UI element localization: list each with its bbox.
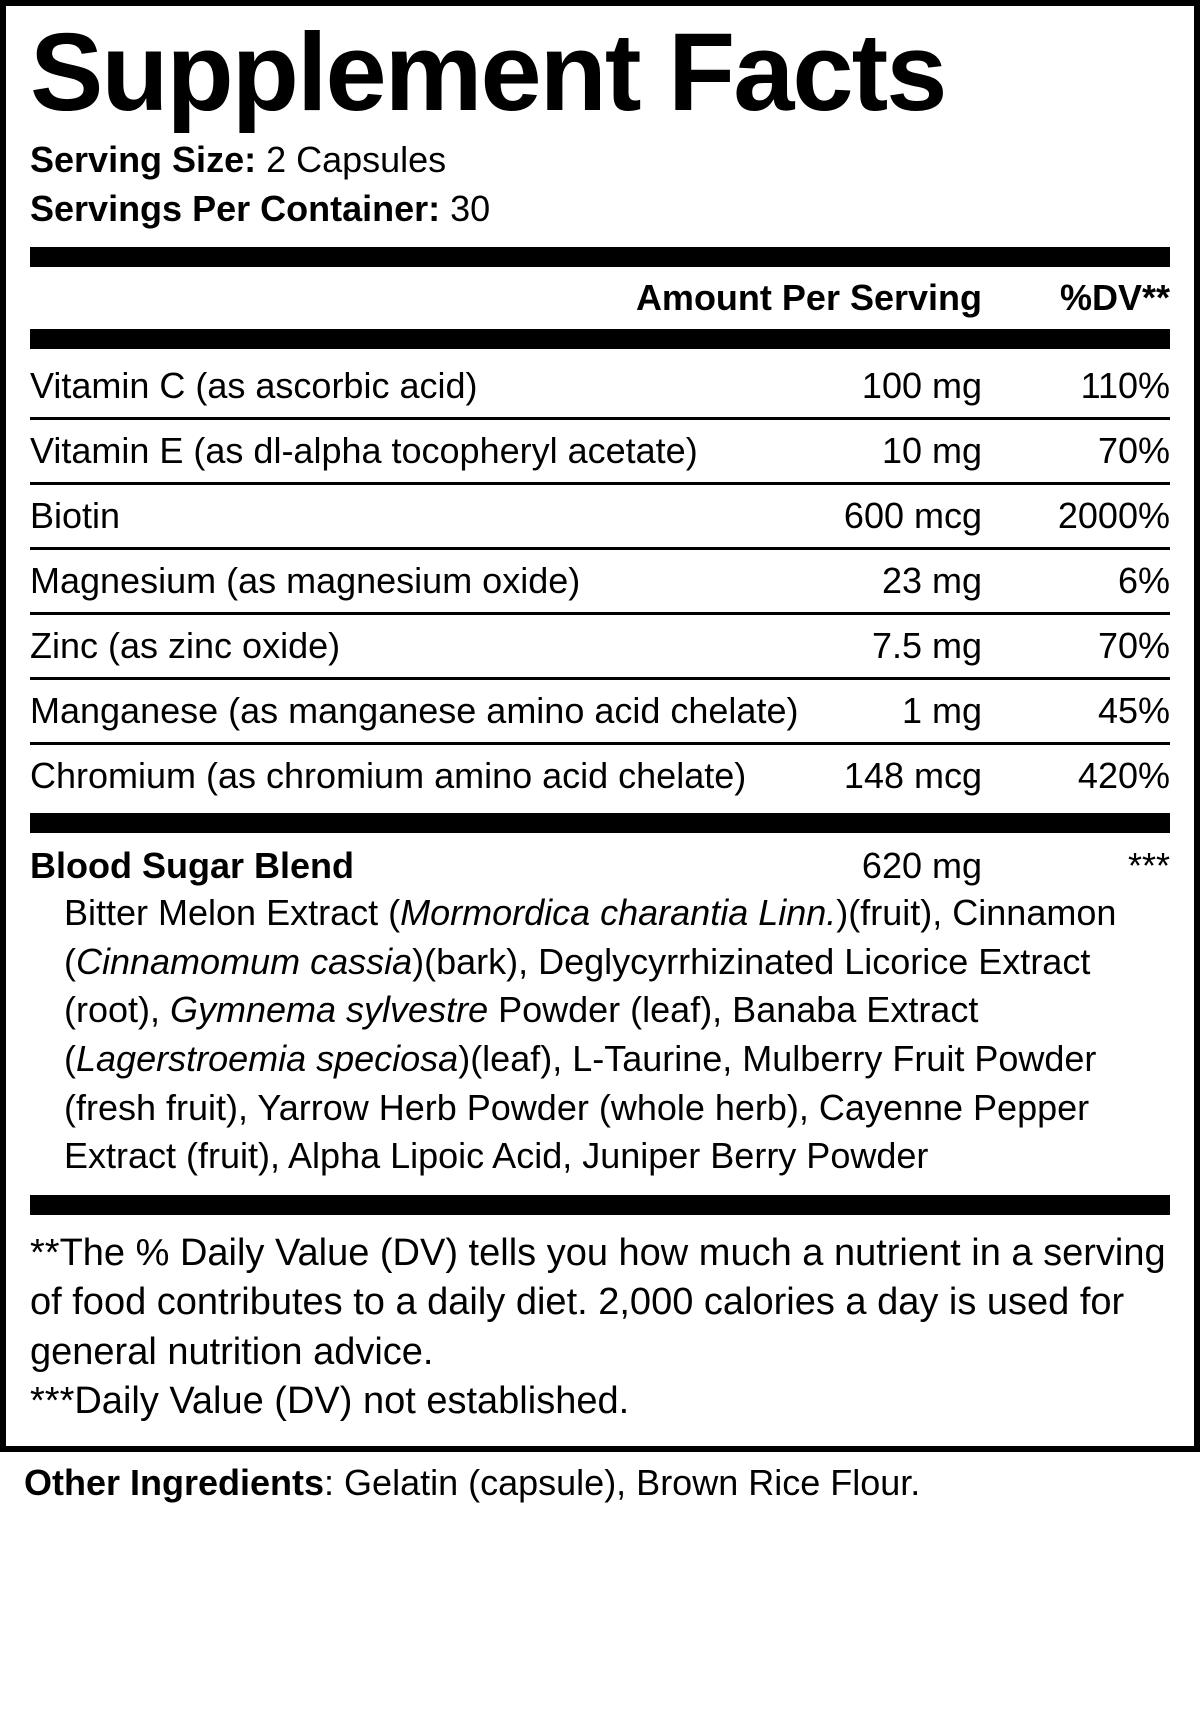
nutrient-name: Zinc (as zinc oxide)	[30, 625, 800, 667]
divider-bar	[30, 813, 1170, 833]
table-row: Vitamin C (as ascorbic acid)100 mg110%	[30, 355, 1170, 417]
servings-per-value: 30	[440, 188, 490, 229]
header-dv: %DV**	[1000, 277, 1170, 319]
nutrient-name: Manganese (as manganese amino acid chela…	[30, 690, 800, 732]
nutrient-amount: 100 mg	[800, 365, 1000, 407]
serving-size-line: Serving Size: 2 Capsules	[30, 136, 1170, 185]
divider-bar	[30, 1195, 1170, 1215]
blend-dv: ***	[1000, 845, 1170, 887]
blend-ingredients: Bitter Melon Extract (Mormordica charant…	[30, 887, 1170, 1181]
nutrient-dv: 70%	[1000, 625, 1170, 667]
blend-name: Blood Sugar Blend	[30, 845, 800, 887]
other-ingredients-label: Other Ingredients	[24, 1462, 324, 1503]
nutrient-name: Vitamin E (as dl-alpha tocopheryl acetat…	[30, 430, 800, 472]
supplement-facts-panel: Supplement Facts Serving Size: 2 Capsule…	[0, 0, 1200, 1452]
other-ingredients-line: Other Ingredients: Gelatin (capsule), Br…	[0, 1452, 1200, 1504]
blend-amount: 620 mg	[800, 845, 1000, 887]
serving-size-label: Serving Size:	[30, 139, 256, 180]
title: Supplement Facts	[30, 18, 1170, 128]
servings-per-line: Servings Per Container: 30	[30, 185, 1170, 234]
nutrient-amount: 1 mg	[800, 690, 1000, 732]
nutrient-dv: 2000%	[1000, 495, 1170, 537]
footnote-star: ***Daily Value (DV) not established.	[30, 1377, 1170, 1426]
table-row: Vitamin E (as dl-alpha tocopheryl acetat…	[30, 417, 1170, 482]
divider-bar	[30, 247, 1170, 267]
table-row: Chromium (as chromium amino acid chelate…	[30, 742, 1170, 807]
nutrient-dv: 420%	[1000, 755, 1170, 797]
nutrient-amount: 600 mcg	[800, 495, 1000, 537]
nutrient-dv: 110%	[1000, 365, 1170, 407]
nutrient-amount: 23 mg	[800, 560, 1000, 602]
blend-section: Blood Sugar Blend 620 mg *** Bitter Melo…	[30, 839, 1170, 1185]
nutrient-dv: 45%	[1000, 690, 1170, 732]
divider-bar	[30, 329, 1170, 349]
nutrient-name: Vitamin C (as ascorbic acid)	[30, 365, 800, 407]
table-header: Amount Per Serving %DV**	[30, 273, 1170, 323]
nutrient-amount: 10 mg	[800, 430, 1000, 472]
nutrient-name: Biotin	[30, 495, 800, 537]
nutrient-name: Magnesium (as magnesium oxide)	[30, 560, 800, 602]
nutrient-dv: 6%	[1000, 560, 1170, 602]
header-amount: Amount Per Serving	[630, 277, 1000, 319]
nutrient-table: Vitamin C (as ascorbic acid)100 mg110%Vi…	[30, 355, 1170, 807]
servings-per-label: Servings Per Container:	[30, 188, 440, 229]
footnote-dv: **The % Daily Value (DV) tells you how m…	[30, 1229, 1170, 1377]
table-row: Biotin600 mcg2000%	[30, 482, 1170, 547]
nutrient-dv: 70%	[1000, 430, 1170, 472]
table-row: Manganese (as manganese amino acid chela…	[30, 677, 1170, 742]
nutrient-amount: 148 mcg	[800, 755, 1000, 797]
table-row: Magnesium (as magnesium oxide)23 mg6%	[30, 547, 1170, 612]
footnotes: **The % Daily Value (DV) tells you how m…	[30, 1225, 1170, 1427]
table-row: Zinc (as zinc oxide)7.5 mg70%	[30, 612, 1170, 677]
nutrient-name: Chromium (as chromium amino acid chelate…	[30, 755, 800, 797]
other-ingredients-value: : Gelatin (capsule), Brown Rice Flour.	[324, 1462, 920, 1503]
serving-size-value: 2 Capsules	[256, 139, 446, 180]
nutrient-amount: 7.5 mg	[800, 625, 1000, 667]
